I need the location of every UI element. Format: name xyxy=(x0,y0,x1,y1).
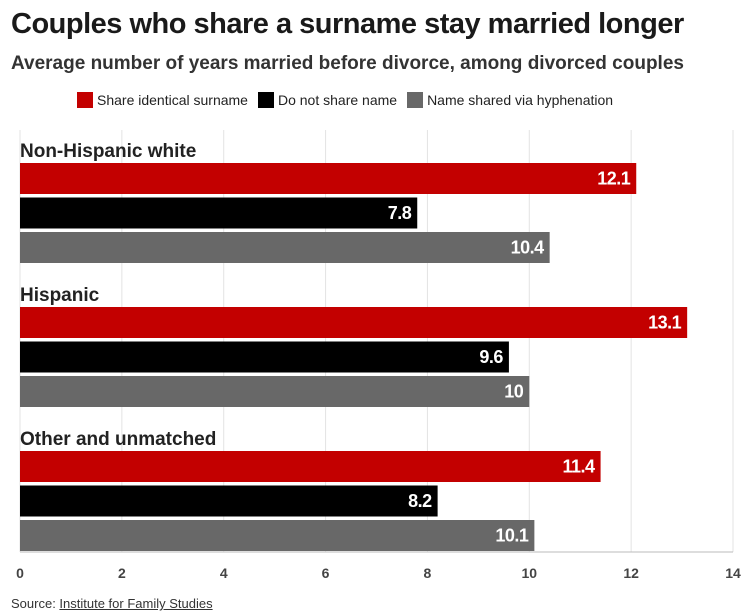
bar-value-label: 7.8 xyxy=(388,203,412,223)
group-label: Other and unmatched xyxy=(20,429,216,450)
legend-swatch xyxy=(257,92,274,108)
x-tick-label: 12 xyxy=(623,565,639,581)
bar xyxy=(20,451,601,482)
legend-item-share-identical: Share identical surname xyxy=(77,92,248,108)
bar-value-label: 12.1 xyxy=(597,169,631,189)
legend: Share identical surname Do not share nam… xyxy=(77,91,623,109)
source-prefix: Source: xyxy=(11,596,60,611)
source-link[interactable]: Institute for Family Studies xyxy=(59,596,213,611)
bar xyxy=(20,520,535,551)
x-tick-label: 8 xyxy=(424,565,432,581)
bar-value-label: 10.1 xyxy=(495,526,529,546)
legend-label: Share identical surname xyxy=(97,92,248,108)
bar-value-label: 13.1 xyxy=(648,313,682,333)
group-label: Hispanic xyxy=(20,285,100,306)
bar xyxy=(20,485,438,517)
bar-value-label: 8.2 xyxy=(408,491,432,511)
bar-value-label: 10 xyxy=(504,382,524,402)
bar-value-label: 11.4 xyxy=(563,457,596,477)
legend-swatch xyxy=(407,92,424,108)
bar xyxy=(20,307,688,338)
x-tick-label: 2 xyxy=(118,565,126,581)
chart-title: Couples who share a surname stay married… xyxy=(11,8,684,40)
bar xyxy=(20,163,637,194)
x-tick-label: 10 xyxy=(521,565,537,581)
bar-value-label: 9.6 xyxy=(479,347,503,367)
x-tick-label: 6 xyxy=(322,565,330,581)
bar xyxy=(20,341,509,373)
legend-item-do-not-share: Do not share name xyxy=(257,92,398,108)
legend-swatch xyxy=(77,92,93,108)
x-tick-label: 4 xyxy=(220,565,228,581)
legend-label: Do not share name xyxy=(277,92,398,108)
x-tick-label: 0 xyxy=(16,565,24,581)
source-note: Source: Institute for Family Studies xyxy=(11,596,213,611)
legend-label: Name shared via hyphenation xyxy=(427,92,614,108)
bar xyxy=(20,232,550,263)
group-label: Non-Hispanic white xyxy=(20,141,196,162)
bar xyxy=(20,376,530,407)
bar xyxy=(20,197,418,229)
x-tick-label: 14 xyxy=(725,565,741,581)
bar-value-label: 10.4 xyxy=(511,238,545,258)
chart-subtitle: Average number of years married before d… xyxy=(11,53,684,74)
legend-item-hyphenation: Name shared via hyphenation xyxy=(407,92,613,108)
